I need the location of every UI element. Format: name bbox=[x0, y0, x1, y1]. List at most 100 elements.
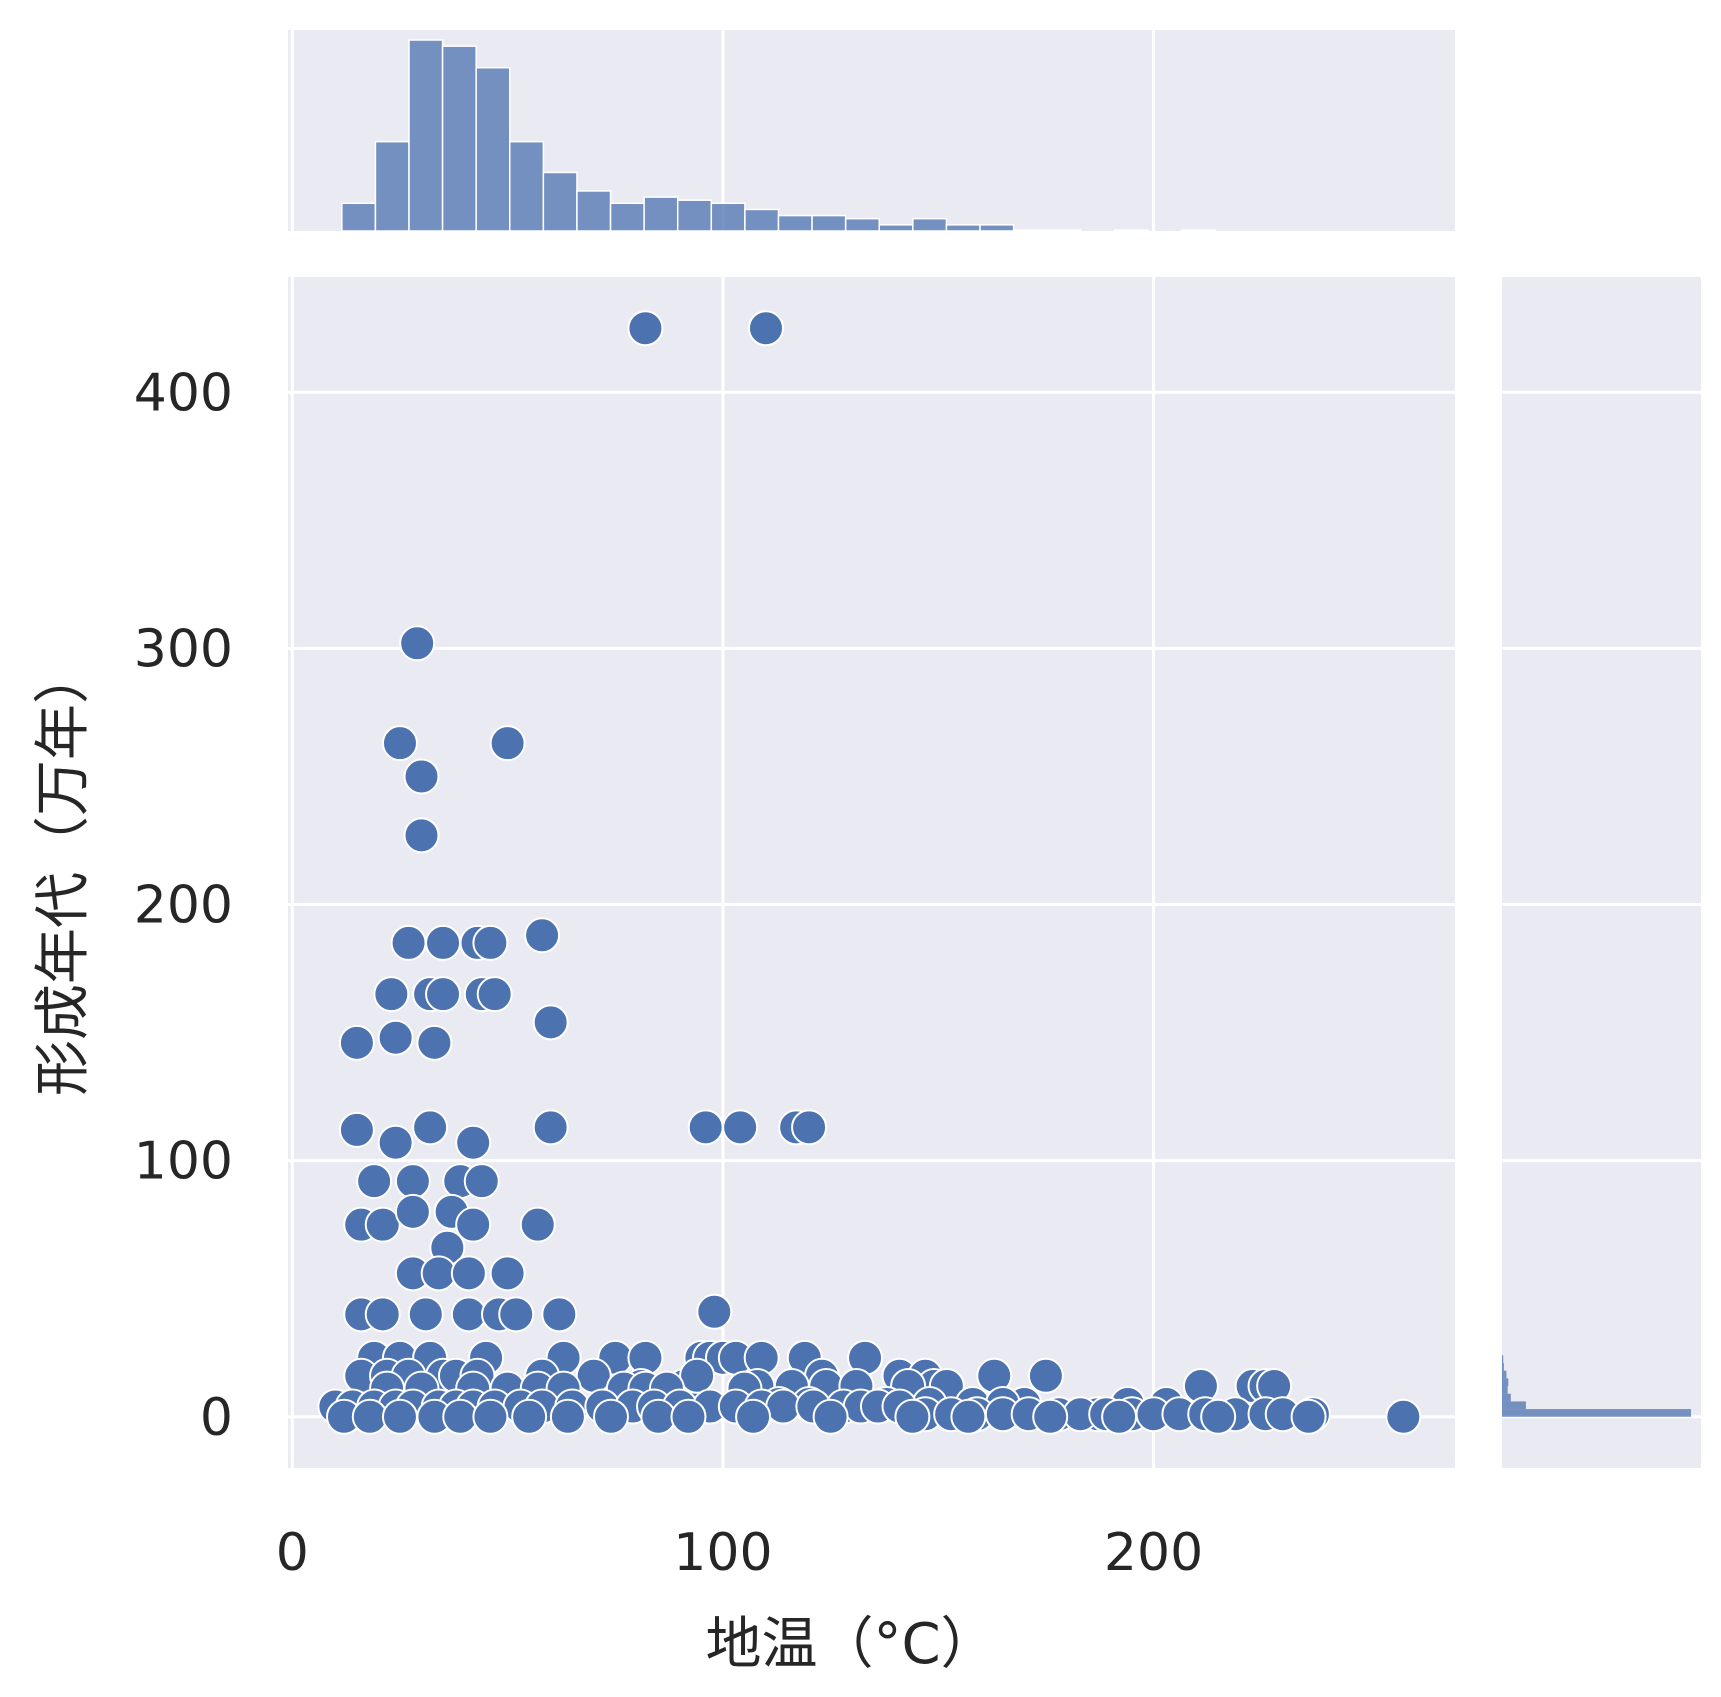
y-tick-label: 300 bbox=[134, 619, 233, 679]
scatter-point bbox=[812, 1398, 849, 1435]
scatter-point bbox=[403, 758, 440, 795]
x-hist-bar bbox=[643, 196, 679, 232]
x-tick-label: 100 bbox=[673, 1523, 772, 1583]
scatter-point bbox=[498, 1296, 535, 1333]
scatter-point bbox=[722, 1109, 759, 1146]
tick-labels: 0 100 200 0 100 200 300 400 bbox=[134, 363, 1203, 1583]
x-hist-bar bbox=[576, 190, 612, 232]
x-hist-bar bbox=[1046, 229, 1082, 232]
scatter-point bbox=[1200, 1398, 1237, 1435]
scatter-point bbox=[455, 1124, 492, 1161]
scatter-point bbox=[455, 1206, 492, 1243]
scatter-point bbox=[412, 1109, 449, 1146]
scatter-point bbox=[425, 924, 462, 961]
y-marginal-histogram bbox=[1502, 1355, 1691, 1417]
scatter-point bbox=[735, 1398, 772, 1435]
scatter-point bbox=[541, 1296, 578, 1333]
scatter-point bbox=[747, 310, 784, 347]
x-hist-bar bbox=[844, 217, 881, 232]
scatter-point bbox=[377, 1019, 414, 1056]
scatter-point bbox=[519, 1206, 556, 1243]
y-axis-label: 形成年代（万年） bbox=[31, 648, 96, 1096]
scatter-point bbox=[356, 1163, 393, 1200]
scatter-point bbox=[338, 1024, 375, 1061]
x-hist-bar bbox=[710, 202, 746, 232]
x-hist-bar bbox=[811, 214, 847, 232]
scatter-point bbox=[476, 976, 513, 1013]
y-hist-bar bbox=[1502, 1370, 1507, 1379]
scatter-point bbox=[640, 1398, 677, 1435]
scatter-point bbox=[364, 1296, 401, 1333]
scatter-point bbox=[472, 1398, 509, 1435]
scatter-point bbox=[511, 1398, 548, 1435]
scatter-point bbox=[390, 924, 427, 961]
x-hist-bar bbox=[1180, 229, 1216, 232]
scatter-point bbox=[399, 625, 436, 662]
y-hist-bar bbox=[1502, 1362, 1504, 1371]
scatter-point bbox=[1101, 1398, 1138, 1435]
scatter-point bbox=[407, 1296, 444, 1333]
scatter-point bbox=[524, 917, 561, 954]
scatter-point bbox=[351, 1398, 388, 1435]
scatter-point bbox=[1290, 1398, 1327, 1435]
x-hist-bar bbox=[374, 140, 410, 232]
scatter-point bbox=[950, 1398, 987, 1435]
scatter-point bbox=[338, 1111, 375, 1148]
y-hist-bar bbox=[1502, 1355, 1504, 1363]
x-hist-bar bbox=[1113, 229, 1149, 232]
scatter-points bbox=[317, 310, 1422, 1435]
x-marginal-histogram bbox=[341, 39, 1216, 232]
x-hist-bar bbox=[341, 202, 377, 232]
x-hist-bar bbox=[878, 224, 914, 232]
scatter-point bbox=[450, 1255, 487, 1292]
y-hist-bar bbox=[1502, 1409, 1691, 1417]
scatter-point bbox=[549, 1398, 586, 1435]
x-hist-bar bbox=[744, 208, 780, 232]
scatter-point bbox=[627, 310, 664, 347]
x-hist-bar bbox=[509, 140, 545, 232]
scatter-point bbox=[403, 817, 440, 854]
scatter-point bbox=[575, 1357, 612, 1394]
scatter-point bbox=[670, 1398, 707, 1435]
scatter-point bbox=[696, 1293, 733, 1330]
y-tick-label: 0 bbox=[200, 1388, 233, 1448]
scatter-point bbox=[416, 1024, 453, 1061]
scatter-point bbox=[425, 976, 462, 1013]
x-hist-bar bbox=[777, 214, 813, 232]
scatter-point bbox=[463, 1163, 500, 1200]
x-hist-bar bbox=[676, 199, 713, 232]
scatter-point bbox=[532, 1004, 569, 1041]
x-axis-label: 地温（°C） bbox=[705, 1612, 996, 1677]
scatter-point bbox=[489, 1255, 526, 1292]
y-tick-label: 200 bbox=[134, 876, 233, 936]
scatter-point bbox=[592, 1398, 629, 1435]
x-hist-bar bbox=[609, 202, 645, 232]
scatter-point bbox=[791, 1109, 828, 1146]
x-tick-label: 200 bbox=[1104, 1523, 1203, 1583]
scatter-point bbox=[420, 1255, 457, 1292]
scatter-point bbox=[373, 976, 410, 1013]
scatter-point bbox=[364, 1206, 401, 1243]
x-tick-label: 0 bbox=[276, 1523, 309, 1583]
scatter-point bbox=[687, 1109, 724, 1146]
scatter-point bbox=[450, 1296, 487, 1333]
x-hist-bar bbox=[475, 66, 511, 232]
scatter-point bbox=[381, 725, 418, 762]
x-hist-bar bbox=[1012, 229, 1048, 232]
scatter-point bbox=[472, 924, 509, 961]
scatter-point bbox=[394, 1193, 431, 1230]
y-tick-label: 400 bbox=[134, 363, 233, 423]
scatter-point bbox=[1032, 1398, 1069, 1435]
scatter-point bbox=[394, 1163, 431, 1200]
scatter-point bbox=[679, 1357, 716, 1394]
y-hist-bar bbox=[1502, 1393, 1511, 1402]
x-hist-bar bbox=[441, 45, 477, 232]
right-marginal-background bbox=[1502, 277, 1701, 1468]
scatter-point bbox=[489, 725, 526, 762]
x-hist-bar bbox=[542, 171, 578, 232]
y-tick-label: 100 bbox=[134, 1132, 233, 1192]
y-hist-bar bbox=[1502, 1378, 1509, 1387]
scatter-point bbox=[377, 1124, 414, 1161]
x-hist-bar bbox=[408, 39, 444, 232]
